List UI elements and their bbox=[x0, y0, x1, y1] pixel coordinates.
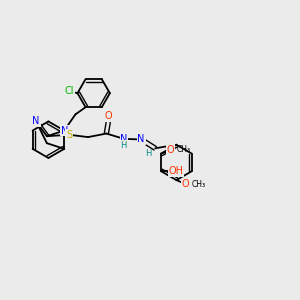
Text: O: O bbox=[182, 179, 189, 190]
Text: CH₃: CH₃ bbox=[176, 145, 190, 154]
Text: N: N bbox=[32, 116, 40, 126]
Text: Cl: Cl bbox=[64, 86, 74, 96]
Text: H: H bbox=[146, 149, 152, 158]
Text: N: N bbox=[137, 134, 145, 144]
Text: O: O bbox=[167, 145, 174, 155]
Text: O: O bbox=[105, 111, 112, 121]
Text: OH: OH bbox=[168, 166, 183, 176]
Text: N: N bbox=[120, 134, 128, 144]
Text: S: S bbox=[66, 130, 72, 140]
Text: N: N bbox=[61, 126, 68, 136]
Text: CH₃: CH₃ bbox=[191, 180, 205, 189]
Text: H: H bbox=[120, 141, 127, 150]
